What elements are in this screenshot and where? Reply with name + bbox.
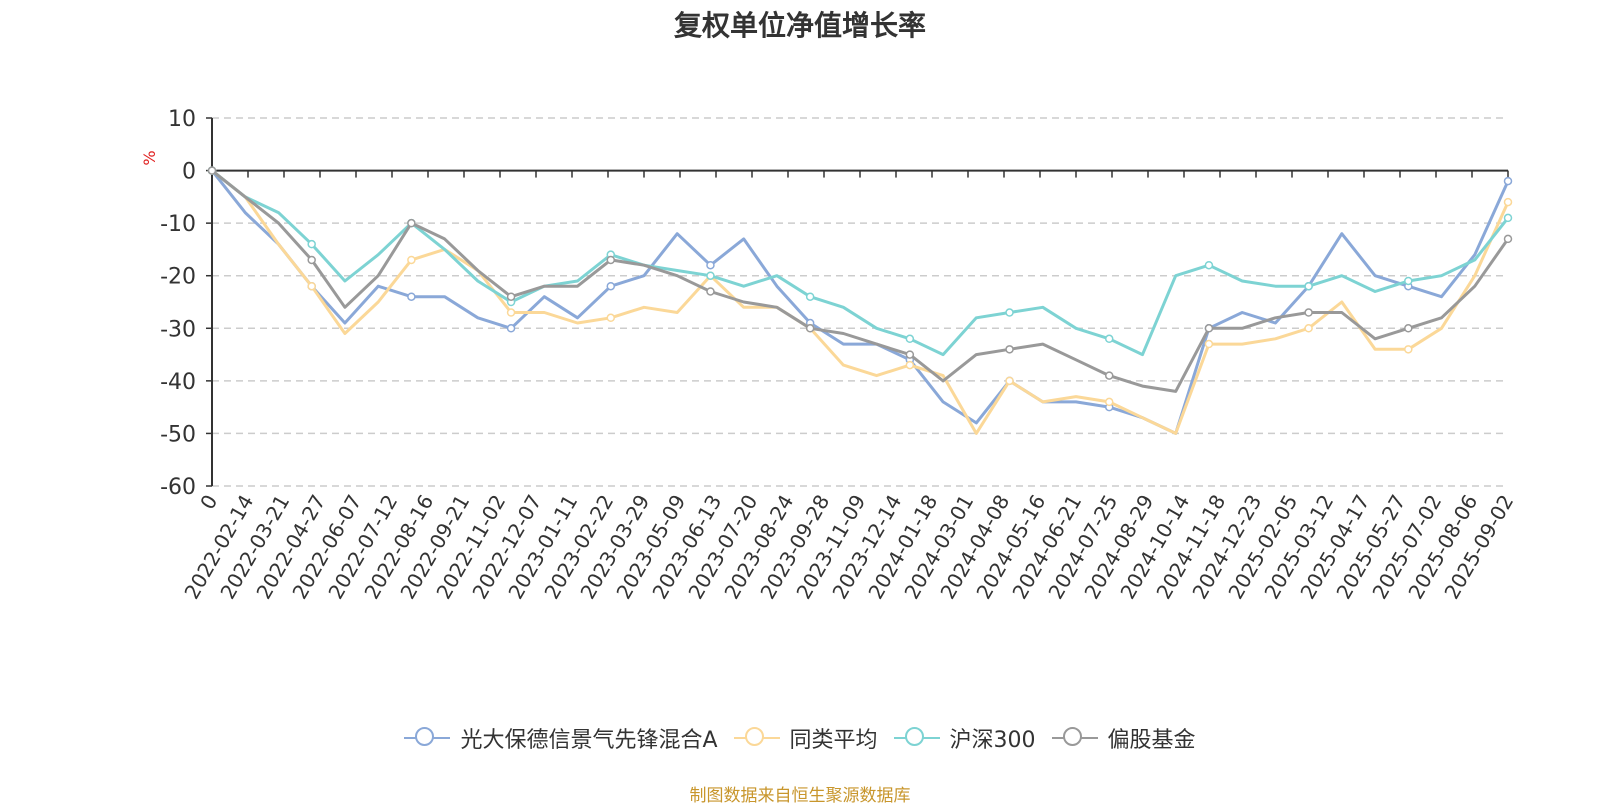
legend-item[interactable]: 光大保德信景气先锋混合A bbox=[404, 722, 718, 754]
data-point bbox=[1005, 345, 1014, 354]
legend-symbol-icon bbox=[733, 726, 780, 750]
legend-item[interactable]: 同类平均 bbox=[733, 722, 878, 754]
y-tick-label: -10 bbox=[160, 212, 196, 237]
data-point bbox=[506, 292, 516, 301]
y-tick-label: -20 bbox=[160, 265, 196, 290]
data-point bbox=[1304, 324, 1313, 333]
x-tick-label: 0 bbox=[195, 491, 222, 514]
series-line bbox=[210, 169, 1510, 435]
legend: 光大保德信景气先锋混合A 同类平均 沪深300 偏股基金 bbox=[0, 722, 1600, 754]
data-point bbox=[606, 313, 616, 323]
y-tick-label: 0 bbox=[182, 160, 196, 185]
legend-label: 同类平均 bbox=[789, 728, 878, 753]
source-note: 制图数据来自恒生聚源数据库 bbox=[689, 786, 911, 806]
data-point bbox=[1204, 339, 1214, 349]
data-point bbox=[1204, 260, 1214, 270]
data-point bbox=[1005, 308, 1014, 317]
data-point bbox=[1104, 334, 1114, 344]
data-point bbox=[905, 360, 915, 370]
legend-symbol-icon bbox=[893, 726, 940, 750]
legend-label: 光大保德信景气先锋混合A bbox=[460, 728, 718, 753]
legend-symbol-icon bbox=[404, 726, 451, 750]
series-line bbox=[211, 169, 1510, 357]
data-point bbox=[1503, 176, 1513, 186]
data-point bbox=[1404, 324, 1413, 333]
data-point bbox=[1104, 397, 1114, 407]
data-point bbox=[905, 350, 915, 359]
grid-layer bbox=[212, 117, 1508, 487]
legend-item[interactable]: 沪深300 bbox=[893, 722, 1036, 754]
data-point bbox=[1005, 376, 1014, 386]
series-layer bbox=[207, 166, 1513, 435]
data-point bbox=[1503, 213, 1513, 223]
data-point bbox=[905, 334, 915, 344]
data-point bbox=[1404, 345, 1413, 354]
data-point bbox=[706, 287, 715, 296]
data-point bbox=[1204, 324, 1214, 333]
y-tick-label: 10 bbox=[168, 107, 196, 132]
data-point bbox=[606, 255, 616, 265]
y-tick-label: -50 bbox=[160, 422, 196, 447]
data-point bbox=[706, 271, 715, 280]
data-point bbox=[1304, 308, 1313, 317]
legend-symbol-icon bbox=[1051, 726, 1098, 750]
data-point bbox=[805, 324, 815, 333]
data-point bbox=[1503, 197, 1513, 207]
data-point bbox=[407, 218, 416, 228]
y-axis-label: % bbox=[140, 150, 159, 165]
data-point bbox=[506, 308, 516, 317]
data-point bbox=[1304, 281, 1313, 291]
legend-label: 沪深300 bbox=[949, 728, 1036, 753]
y-tick-label: -60 bbox=[160, 475, 196, 500]
y-tick-label: -40 bbox=[160, 370, 196, 395]
y-tick-label: -30 bbox=[160, 317, 196, 342]
data-point bbox=[506, 324, 516, 333]
series-line bbox=[211, 169, 1510, 393]
chart-title: 复权单位净值增长率 bbox=[673, 9, 926, 42]
legend-label: 偏股基金 bbox=[1107, 728, 1196, 753]
data-point bbox=[706, 260, 715, 270]
series-line bbox=[211, 169, 1510, 435]
data-point bbox=[307, 239, 316, 249]
data-point bbox=[407, 255, 416, 265]
data-point bbox=[805, 292, 815, 301]
data-point bbox=[307, 255, 316, 265]
legend-item[interactable]: 偏股基金 bbox=[1051, 722, 1196, 754]
data-point bbox=[1404, 276, 1413, 286]
label-layer: 100-10-20-30-40-50-60%02022-02-142022-03… bbox=[140, 107, 1518, 603]
data-point bbox=[1503, 234, 1513, 244]
data-point bbox=[1104, 371, 1114, 380]
data-point bbox=[606, 281, 616, 291]
axis-layer bbox=[206, 117, 1509, 487]
data-point bbox=[307, 281, 316, 291]
data-point bbox=[407, 292, 416, 301]
data-point bbox=[207, 166, 217, 175]
